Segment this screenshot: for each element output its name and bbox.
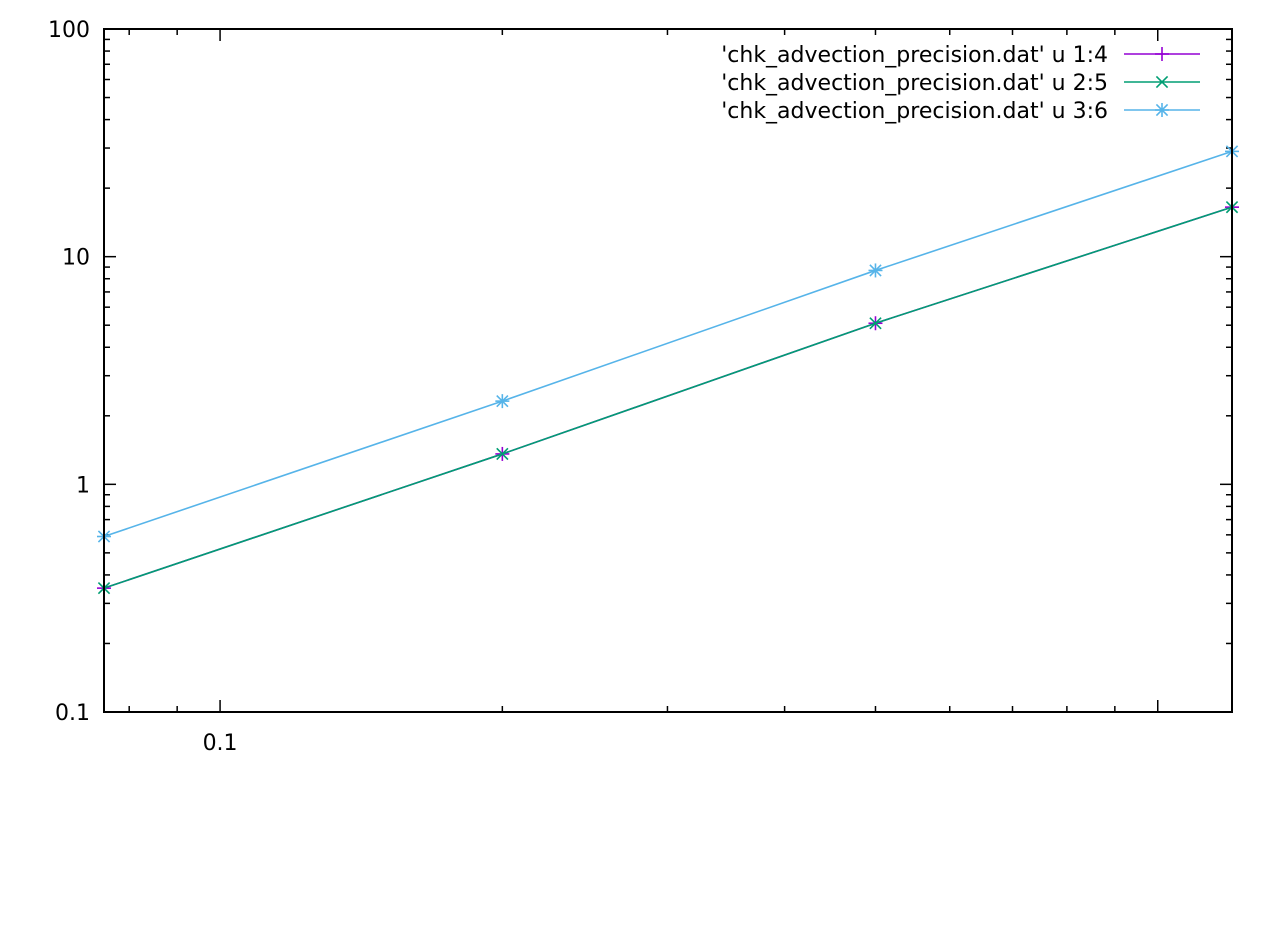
plot-frame	[103, 28, 1233, 713]
legend-label: 'chk_advection_precision.dat' u 2:5	[721, 71, 1108, 96]
series-3	[97, 144, 1239, 544]
legend-label: 'chk_advection_precision.dat' u 1:4	[721, 43, 1108, 68]
legend: 'chk_advection_precision.dat' u 1:4 'chk_…	[721, 43, 1200, 124]
data-point	[1155, 103, 1169, 117]
data-point	[868, 263, 883, 278]
series-layer	[97, 144, 1239, 596]
legend-entry: 'chk_advection_precision.dat' u 1:4	[721, 43, 1200, 68]
axis-tick-labels: 0.1 1 10 100 0.1	[48, 18, 238, 756]
legend-entry: 'chk_advection_precision.dat' u 3:6	[721, 99, 1200, 124]
series-2	[97, 200, 1239, 595]
y-tick-label: 100	[48, 18, 90, 43]
legend-entry: 'chk_advection_precision.dat' u 2:5	[721, 71, 1200, 96]
series-line	[103, 206, 1233, 589]
data-point	[496, 447, 509, 461]
data-point	[1155, 47, 1169, 61]
data-point	[869, 317, 882, 330]
data-point	[1155, 75, 1169, 89]
x-tick-label: 0.1	[203, 731, 238, 756]
y-tick-label: 0.1	[55, 701, 90, 726]
y-tick-label: 1	[76, 473, 90, 498]
series-line	[103, 150, 1233, 538]
legend-label: 'chk_advection_precision.dat' u 3:6	[721, 99, 1108, 124]
data-point	[495, 394, 510, 409]
y-tick-label: 10	[62, 246, 90, 271]
